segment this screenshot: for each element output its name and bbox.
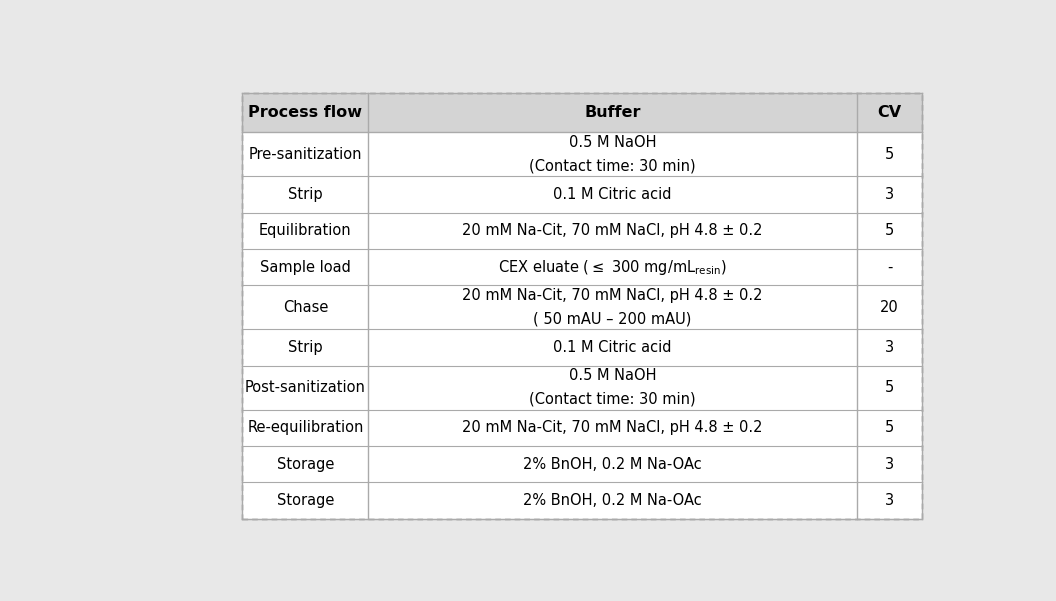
Text: 5: 5 — [885, 420, 894, 435]
Text: Pre-sanitization: Pre-sanitization — [248, 147, 362, 162]
Text: Strip: Strip — [288, 187, 323, 202]
Text: Buffer: Buffer — [584, 105, 641, 120]
Bar — [243, 93, 922, 519]
Bar — [243, 365, 922, 409]
Text: 5: 5 — [885, 380, 894, 395]
Text: 5: 5 — [885, 224, 894, 238]
Bar — [243, 446, 922, 482]
Text: CEX eluate ($\leq$ 300 mg/mL$_{\mathregular{resin}}$): CEX eluate ($\leq$ 300 mg/mL$_{\mathregu… — [498, 258, 727, 276]
Text: 5: 5 — [885, 147, 894, 162]
Bar — [243, 93, 922, 519]
Text: 3: 3 — [885, 457, 894, 472]
Text: (Contact time: 30 min): (Contact time: 30 min) — [529, 159, 696, 174]
Text: Process flow: Process flow — [248, 105, 362, 120]
Text: 0.5 M NaOH: 0.5 M NaOH — [569, 135, 657, 150]
Text: 3: 3 — [885, 340, 894, 355]
Bar — [243, 93, 922, 132]
Bar — [243, 409, 922, 446]
Bar — [243, 249, 922, 285]
Text: Storage: Storage — [277, 493, 334, 508]
Text: 3: 3 — [885, 493, 894, 508]
Bar — [243, 176, 922, 213]
Text: CV: CV — [878, 105, 902, 120]
Text: 0.5 M NaOH: 0.5 M NaOH — [569, 368, 657, 383]
Text: 20 mM Na-Cit, 70 mM NaCl, pH 4.8 ± 0.2: 20 mM Na-Cit, 70 mM NaCl, pH 4.8 ± 0.2 — [463, 224, 762, 238]
Text: Sample load: Sample load — [260, 260, 351, 275]
Text: 20 mM Na-Cit, 70 mM NaCl, pH 4.8 ± 0.2: 20 mM Na-Cit, 70 mM NaCl, pH 4.8 ± 0.2 — [463, 420, 762, 435]
Bar — [243, 213, 922, 249]
Bar — [243, 482, 922, 519]
Bar — [243, 93, 922, 519]
Text: (Contact time: 30 min): (Contact time: 30 min) — [529, 392, 696, 407]
Text: 20: 20 — [880, 300, 899, 315]
Text: 2% BnOH, 0.2 M Na-OAc: 2% BnOH, 0.2 M Na-OAc — [524, 493, 702, 508]
Text: Post-sanitization: Post-sanitization — [245, 380, 365, 395]
Text: -: - — [887, 260, 892, 275]
Text: Strip: Strip — [288, 340, 323, 355]
Text: 2% BnOH, 0.2 M Na-OAc: 2% BnOH, 0.2 M Na-OAc — [524, 457, 702, 472]
Text: 3: 3 — [885, 187, 894, 202]
Bar — [243, 285, 922, 329]
Text: 0.1 M Citric acid: 0.1 M Citric acid — [553, 187, 672, 202]
Text: Chase: Chase — [283, 300, 328, 315]
Text: Re-equilibration: Re-equilibration — [247, 420, 363, 435]
Bar — [243, 132, 922, 176]
Text: Equilibration: Equilibration — [259, 224, 352, 238]
Text: 20 mM Na-Cit, 70 mM NaCl, pH 4.8 ± 0.2: 20 mM Na-Cit, 70 mM NaCl, pH 4.8 ± 0.2 — [463, 288, 762, 303]
Text: 0.1 M Citric acid: 0.1 M Citric acid — [553, 340, 672, 355]
Bar — [243, 329, 922, 365]
Text: ( 50 mAU – 200 mAU): ( 50 mAU – 200 mAU) — [533, 312, 692, 327]
Text: Storage: Storage — [277, 457, 334, 472]
